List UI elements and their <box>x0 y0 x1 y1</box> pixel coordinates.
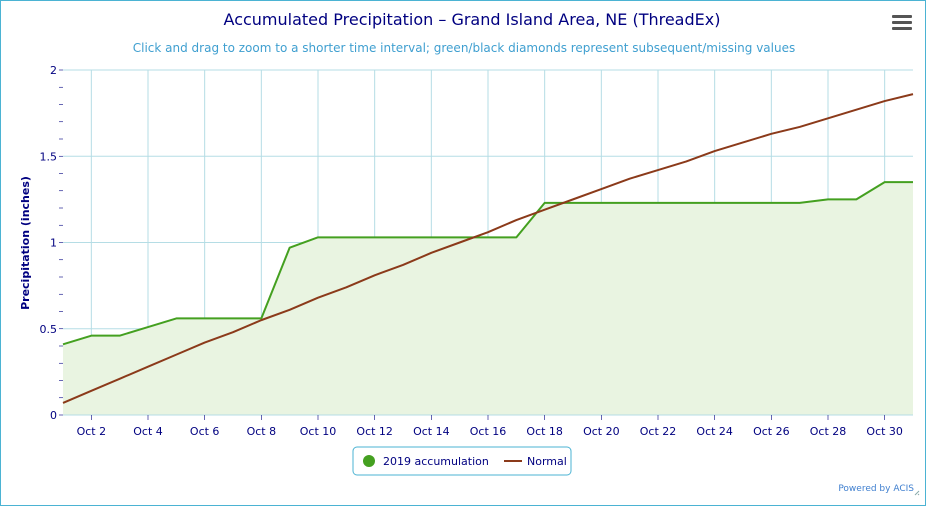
axes: 0 0.5 1 1.5 2 Oct 2 Oct 4 Oct 6 Oct 8 Oct 10 Oct 1… <box>40 64 913 438</box>
x-tick-label: Oct 28 <box>810 425 847 438</box>
y-tick-label: 0 <box>50 409 57 422</box>
series-line-normal[interactable] <box>62 93 914 404</box>
legend-item-accumulation[interactable]: 2019 accumulation <box>363 455 489 468</box>
x-tick-label: Oct 24 <box>696 425 733 438</box>
x-tick-label: Oct 18 <box>526 425 563 438</box>
menu-bar <box>892 15 912 18</box>
series-line-accumulation[interactable] <box>62 181 913 346</box>
x-tick-label: Oct 2 <box>77 425 107 438</box>
y-tick-label: 1 <box>50 237 57 250</box>
y-axis-label: Precipitation (inches) <box>19 176 32 310</box>
legend-accumulation-label: 2019 accumulation <box>383 455 489 468</box>
resize-handle-icon[interactable] <box>914 490 920 496</box>
legend-accumulation-marker <box>363 455 375 467</box>
menu-bar <box>892 21 912 24</box>
x-tick-label: Oct 20 <box>583 425 620 438</box>
x-tick-label: Oct 12 <box>356 425 393 438</box>
chart-title: Accumulated Precipitation – Grand Island… <box>224 10 721 29</box>
accumulation-area <box>63 182 913 415</box>
y-tick-label: 1.5 <box>40 150 58 163</box>
series-layer[interactable] <box>62 93 914 404</box>
chart-subtitle: Click and drag to zoom to a shorter time… <box>133 41 795 55</box>
x-tick-label: Oct 16 <box>470 425 507 438</box>
y-tick-label: 0.5 <box>40 323 58 336</box>
y-tick-label: 2 <box>50 64 57 77</box>
legend-normal-label: Normal <box>527 455 567 468</box>
legend-box <box>352 446 572 476</box>
x-tick-label: Oct 8 <box>247 425 277 438</box>
x-tick-label: Oct 6 <box>190 425 220 438</box>
hamburger-menu-icon[interactable] <box>891 13 913 35</box>
x-tick-label: Oct 4 <box>133 425 163 438</box>
credit-link[interactable]: Powered by ACIS <box>838 484 914 494</box>
menu-bar <box>892 27 912 30</box>
x-tick-label: Oct 22 <box>640 425 677 438</box>
accumulation-fill <box>63 182 913 415</box>
x-tick-label: Oct 26 <box>753 425 790 438</box>
x-tick-label: Oct 30 <box>866 425 903 438</box>
x-tick-label: Oct 14 <box>413 425 450 438</box>
x-tick-label: Oct 10 <box>300 425 337 438</box>
legend-item-normal[interactable]: Normal <box>504 455 567 468</box>
legend[interactable]: 2019 accumulation Normal <box>352 446 572 476</box>
